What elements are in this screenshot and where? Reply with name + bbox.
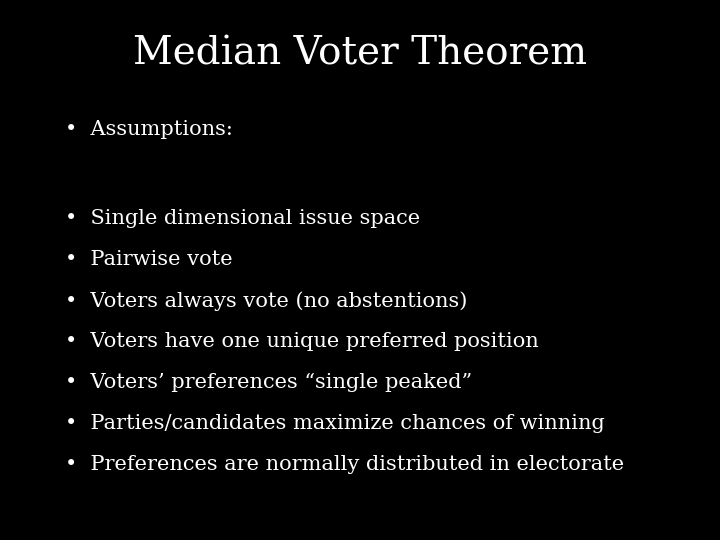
Text: •  Voters always vote (no abstentions): • Voters always vote (no abstentions) bbox=[65, 291, 467, 310]
Text: Median Voter Theorem: Median Voter Theorem bbox=[133, 36, 587, 72]
Text: •  Voters’ preferences “single peaked”: • Voters’ preferences “single peaked” bbox=[65, 373, 472, 393]
Text: •  Parties/candidates maximize chances of winning: • Parties/candidates maximize chances of… bbox=[65, 414, 605, 434]
Text: •  Voters have one unique preferred position: • Voters have one unique preferred posit… bbox=[65, 332, 539, 352]
Text: •  Assumptions:: • Assumptions: bbox=[65, 120, 233, 139]
Text: •  Single dimensional issue space: • Single dimensional issue space bbox=[65, 209, 420, 228]
Text: •  Pairwise vote: • Pairwise vote bbox=[65, 250, 233, 269]
Text: •  Preferences are normally distributed in electorate: • Preferences are normally distributed i… bbox=[65, 455, 624, 475]
